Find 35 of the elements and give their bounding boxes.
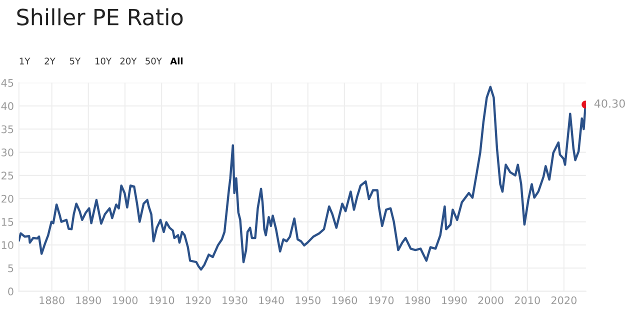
x-tick-label: 1910 [149,296,174,304]
x-tick-label: 2000 [478,296,504,304]
y-tick-label: 5 [8,264,14,272]
x-tick-label: 1950 [296,296,320,304]
x-tick-label: 2020 [551,296,577,304]
x-tick-label: 1880 [40,296,64,304]
text: 5Y [70,58,81,64]
chart-title: Shiller PE Ratio [17,8,183,26]
y-tick-label: 25 [2,172,14,180]
text: 10Y [95,58,112,64]
x-tick-label: 1930 [222,296,248,304]
y-tick-label: 30 [2,148,14,156]
x-tick-label: 1960 [332,296,358,304]
x-tick-label: 1970 [368,296,394,304]
text: 2Y [44,58,56,64]
x-tick-label: 2010 [514,296,540,304]
y-tick-label: 40 [1,102,14,110]
text: 1Y [20,58,30,64]
x-tick-label: 1890 [76,296,101,304]
x-tick-label: 1940 [259,296,284,304]
text: All [170,57,183,64]
x-tick-label: 1980 [406,296,430,304]
x-tick-label: 1920 [186,296,211,304]
y-tick-label: 45 [1,79,14,87]
y-tick-label: 0 [8,288,14,296]
y-tick-label: 20 [2,194,14,203]
data-label: 40.30 [594,99,625,108]
y-tick-label: 15 [2,218,14,226]
x-tick-label: 1900 [112,296,138,304]
y-tick-label: 35 [2,125,14,134]
text: 20Y [120,58,137,64]
line-series [18,86,586,271]
y-tick-label: 10 [2,241,14,250]
text: 50Y [146,58,162,64]
x-tick-label: 1990 [442,296,467,304]
